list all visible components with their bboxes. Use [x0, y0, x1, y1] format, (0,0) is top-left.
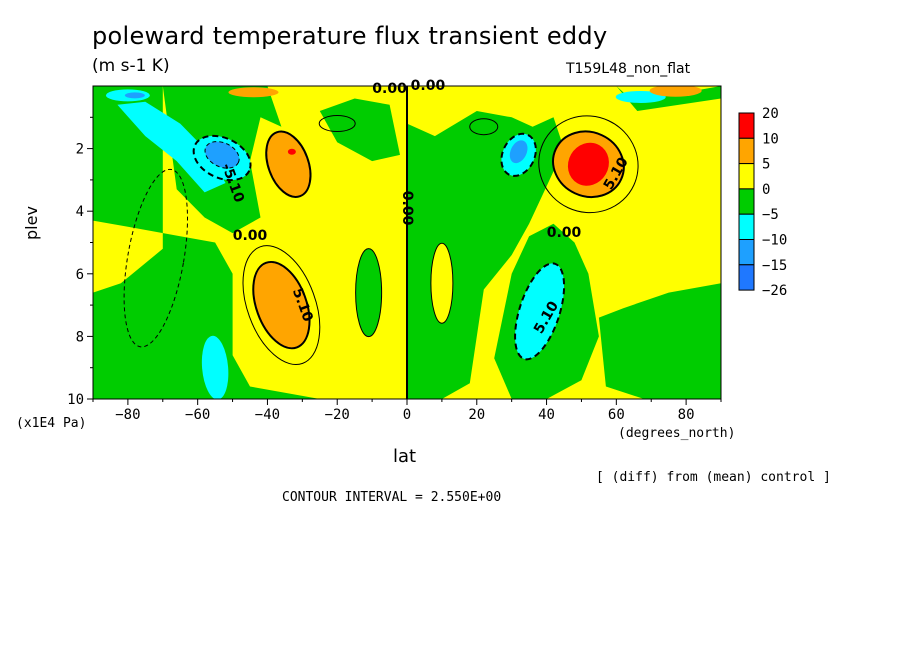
x-tick-label: 80: [678, 407, 695, 423]
colorbar-label: 10: [762, 131, 779, 147]
colorbar-label: 20: [762, 106, 779, 122]
colorbar-label: −15: [762, 258, 787, 274]
x-tick-label: −40: [255, 407, 280, 423]
contour-interval: CONTOUR INTERVAL = 2.550E+00: [282, 490, 502, 505]
field-positive-nh-peak: [567, 142, 609, 186]
contour-label: 0.00: [372, 81, 407, 97]
field-negative-equatorial-upper: [319, 98, 400, 162]
contour-label: 0.00: [399, 191, 415, 226]
field-negative-nh-polar: [598, 283, 721, 399]
field-positive-sh-top: [228, 87, 279, 98]
colorbar-label: 0: [762, 182, 770, 198]
y-tick-label: 8: [76, 329, 84, 345]
chart-units: (m s-1 K): [92, 56, 170, 76]
y-tick-label: 2: [76, 142, 84, 158]
y-tick-label: 10: [67, 392, 84, 408]
x-tick-label: −60: [185, 407, 210, 423]
x-tick-label: 20: [468, 407, 485, 423]
colorbar-box: [738, 188, 755, 215]
contour-label: 0.00: [547, 225, 582, 241]
chart-title: poleward temperature flux transient eddy: [92, 22, 608, 50]
field-negative-sh-lower-core: [201, 335, 229, 399]
colorbar-label: 5: [762, 157, 770, 173]
diff-note: [ (diff) from (mean) control ]: [596, 470, 831, 485]
colorbar-box: [738, 112, 755, 139]
field-positive-nh-top: [649, 86, 702, 97]
contour-positive-sh-outer: [242, 245, 321, 366]
run-name: T159L48_non_flat: [566, 61, 691, 77]
contour-negative-nh: [500, 132, 537, 177]
x-tick-label: 40: [538, 407, 555, 423]
contour-zero-nh-cell: [430, 242, 454, 324]
field-positive-equatorial-cell: [430, 243, 453, 324]
field-positive-sh-upper-peak: [287, 148, 296, 155]
field-negative-sh-core-inner: [205, 141, 240, 169]
field-positive-sh-upper-core: [266, 131, 311, 197]
colorbar-label: −5: [762, 207, 779, 223]
contour-positive-sh-upper: [265, 130, 312, 198]
field-negative-sh-midlat: [93, 86, 320, 399]
field-positive-sh-lower-core: [253, 261, 310, 349]
x-tick-label: −80: [115, 407, 140, 423]
field-negative-sh-top-core: [124, 92, 145, 99]
colorbar-label: −26: [762, 283, 787, 299]
x-tick-label: 60: [608, 407, 625, 423]
contour-positive-nh: [552, 130, 625, 199]
colorbar-box: [738, 264, 755, 291]
contour-positive-sh-lower: [252, 260, 311, 350]
field-negative-nh-lower-core: [515, 263, 565, 360]
y-axis-units: (x1E4 Pa): [16, 416, 87, 431]
field-negative-tropics-nh: [407, 111, 564, 399]
contour-label: 0.00: [233, 228, 268, 244]
colorbar-box: [738, 163, 755, 190]
x-axis-units: (degrees_north): [618, 426, 736, 441]
contour-zero-upper-nh: [469, 118, 499, 136]
contour-positive-nh-outer: [538, 115, 639, 214]
contour-negative-sh: [192, 134, 252, 182]
y-tick-label: 6: [76, 267, 84, 283]
colorbar-label: −10: [762, 233, 787, 249]
y-tick-label: 4: [76, 204, 84, 220]
contour-zero-upper-sh: [318, 115, 356, 133]
field-negative-sh-jet-flank: [117, 101, 226, 193]
contour-negative-sh-inner: [204, 141, 240, 169]
contour-negative-sh-weak: [123, 168, 188, 348]
x-tick-label: −20: [325, 407, 350, 423]
field-negative-equatorial-cell: [355, 248, 382, 337]
field-negative-nh-core-inner: [509, 140, 528, 164]
x-tick-label: 0: [403, 407, 411, 423]
contour-zero-eq-cell: [355, 248, 383, 338]
colorbar-box: [738, 239, 755, 266]
contour-negative-nh-lower: [514, 262, 566, 361]
field-negative-nh-top-strip: [615, 90, 666, 103]
colorbar-box: [738, 213, 755, 240]
x-axis-label: lat: [393, 446, 417, 467]
colorbar-box: [738, 137, 755, 165]
